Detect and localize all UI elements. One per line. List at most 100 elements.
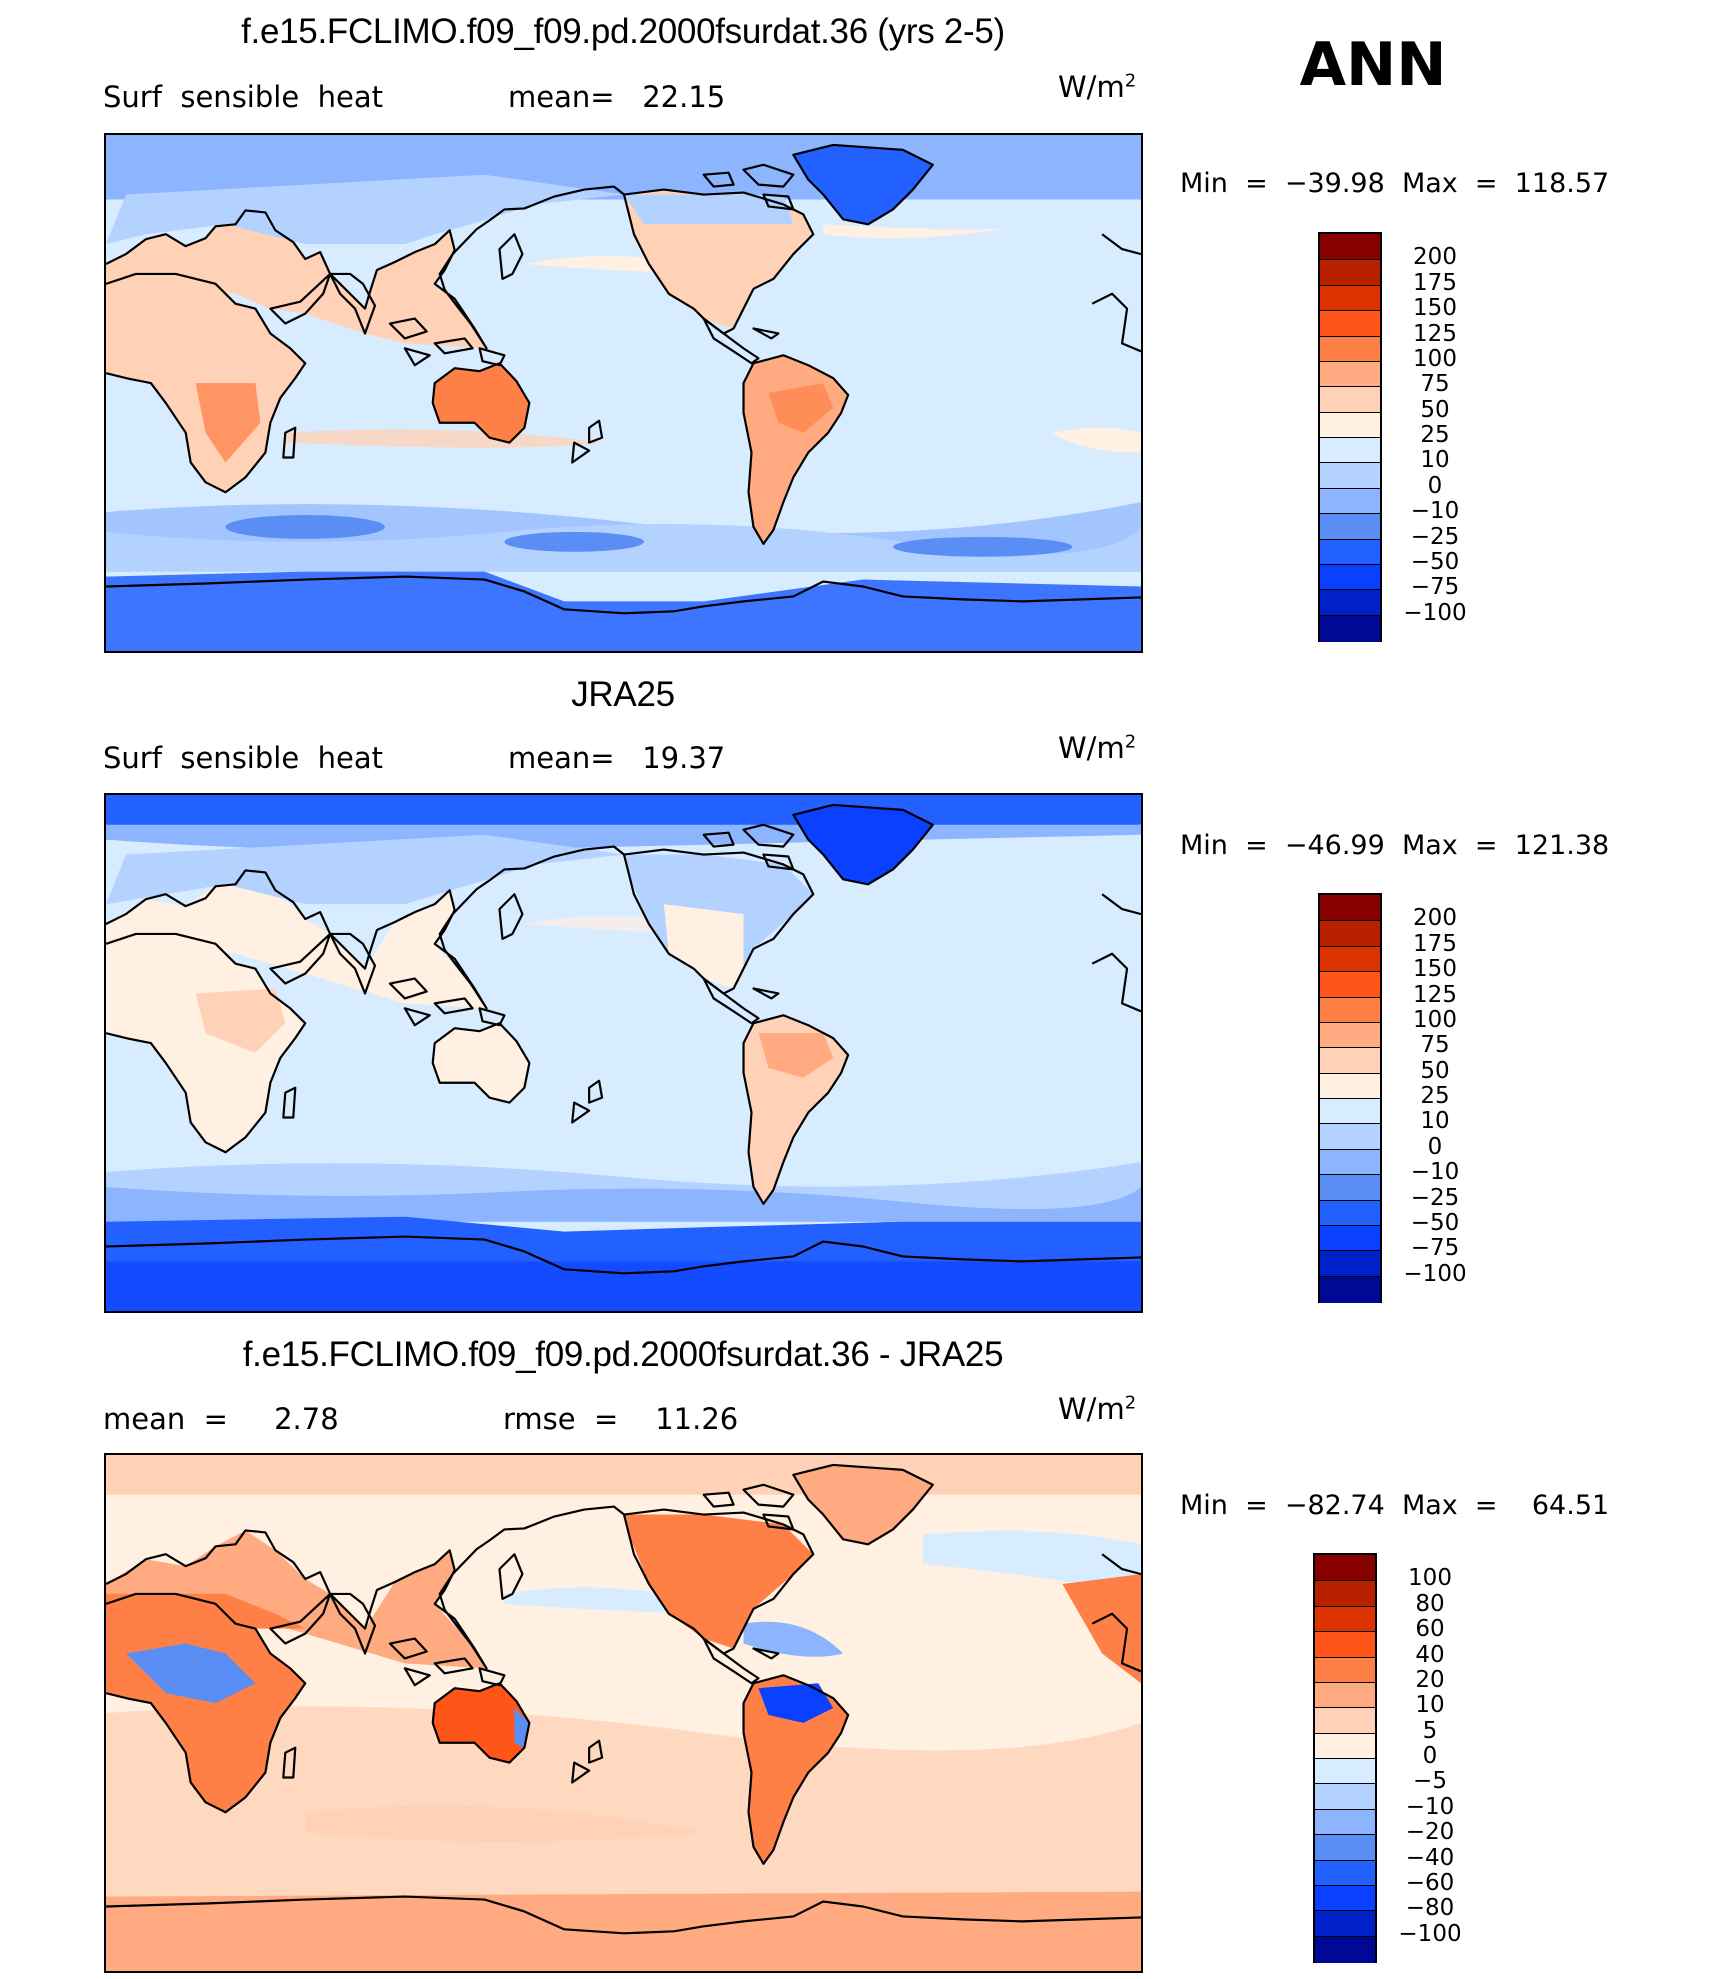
colorbar-swatch [1320, 411, 1380, 439]
colorbar [1313, 1553, 1377, 1963]
min-max-label: Min = −39.98 Max = 118.57 [1180, 168, 1610, 199]
colorbar-tick-label: 40 [1415, 1641, 1445, 1668]
colorbar-swatch [1315, 1910, 1375, 1938]
colorbar-swatch [1320, 1174, 1380, 1201]
colorbar-swatch [1320, 1250, 1380, 1278]
panel-title: f.e15.FCLIMO.f09_f09.pd.2000fsurdat.36 -… [242, 1335, 1004, 1374]
colorbar-swatch [1320, 920, 1380, 948]
colorbar-swatch [1315, 1681, 1375, 1709]
colorbar-swatch [1320, 386, 1380, 414]
colorbar-swatch [1320, 437, 1380, 464]
colorbar-tick-label: 75 [1420, 1032, 1450, 1059]
units-superscript: 2 [1124, 731, 1137, 753]
colorbar-swatch [1320, 563, 1380, 591]
colorbar-swatch [1320, 971, 1380, 998]
colorbar-tick-label: 0 [1427, 472, 1443, 499]
colorbar-tick-label: 25 [1420, 422, 1450, 448]
colorbar-swatch [1315, 1783, 1375, 1811]
colorbar-tick-label: 175 [1413, 269, 1457, 296]
colorbar-swatch [1315, 1859, 1375, 1887]
colorbar-tick-label: 175 [1413, 930, 1457, 957]
colorbar-swatch [1320, 1098, 1380, 1125]
colorbar-swatch [1315, 1884, 1375, 1912]
map-field [106, 135, 1141, 651]
colorbar-swatch [1315, 1631, 1375, 1658]
colorbar-swatch [1320, 945, 1380, 973]
colorbar-swatch [1320, 259, 1380, 287]
colorbar-swatch [1320, 1224, 1380, 1252]
colorbar-tick-label: 125 [1413, 981, 1457, 1008]
colorbar-tick-label: −100 [1403, 599, 1467, 626]
colorbar-swatch [1320, 614, 1380, 642]
mean-label: mean= 19.37 [508, 741, 726, 775]
variable-label: Surf sensible heat [103, 741, 383, 775]
colorbar-tick-label: 20 [1415, 1666, 1445, 1693]
colorbar-swatch [1320, 462, 1380, 490]
colorbar-swatch [1315, 1834, 1375, 1861]
map-field [106, 795, 1141, 1311]
colorbar-swatch [1320, 1199, 1380, 1227]
colorbar-swatch [1320, 538, 1380, 566]
units-text: W/m [1058, 731, 1125, 765]
colorbar-tick-label: 150 [1413, 956, 1457, 983]
colorbar-tick-label: −60 [1405, 1869, 1455, 1896]
colorbar-swatch [1320, 1148, 1380, 1176]
colorbar-tick-label: 50 [1420, 1057, 1450, 1084]
colorbar-swatch [1315, 1580, 1375, 1608]
colorbar-tick-label: −80 [1405, 1895, 1455, 1922]
colorbar-tick-label: 10 [1420, 1108, 1450, 1135]
colorbar-swatch [1320, 284, 1380, 312]
colorbar-swatch [1320, 310, 1380, 337]
colorbar-swatch [1320, 513, 1380, 540]
colorbar-tick-label: 75 [1420, 371, 1450, 398]
colorbar-tick-label: −40 [1405, 1844, 1455, 1871]
colorbar-tick-label: 200 [1413, 905, 1457, 932]
colorbar-swatch [1320, 895, 1380, 921]
colorbar-tick-label: 10 [1415, 1692, 1445, 1719]
colorbar-swatch [1320, 1275, 1380, 1303]
colorbar-swatch [1315, 1605, 1375, 1633]
colorbar-swatch [1315, 1707, 1375, 1735]
colorbar-tick-label: 80 [1415, 1590, 1445, 1617]
colorbar-swatch [1315, 1808, 1375, 1836]
min-max-label: Min = −82.74 Max = 64.51 [1180, 1490, 1610, 1521]
units-text: W/m [1058, 1392, 1125, 1426]
colorbar-tick-label: −75 [1410, 1235, 1460, 1262]
colorbar-swatch [1315, 1758, 1375, 1785]
units-superscript: 2 [1124, 70, 1137, 92]
mean-label: mean = 2.78 [103, 1402, 339, 1436]
colorbar-tick-label: −20 [1405, 1819, 1455, 1846]
units-superscript: 2 [1124, 1392, 1137, 1414]
colorbar-tick-label: −10 [1405, 1793, 1455, 1820]
colorbar-tick-label: −5 [1413, 1768, 1447, 1795]
colorbar-tick-label: −25 [1410, 523, 1460, 550]
rmse-label: rmse = 11.26 [503, 1402, 739, 1436]
colorbar-swatch [1320, 1047, 1380, 1075]
colorbar-swatch [1320, 1021, 1380, 1049]
colorbar [1318, 232, 1382, 642]
colorbar-tick-label: −100 [1403, 1260, 1467, 1287]
map-difference [104, 1453, 1143, 1973]
min-max-label: Min = −46.99 Max = 121.38 [1180, 830, 1610, 861]
map-observation [104, 793, 1143, 1313]
units-label: W/m2 [1058, 731, 1136, 765]
colorbar-tick-label: 100 [1408, 1565, 1452, 1592]
colorbar-tick-label: −10 [1410, 498, 1460, 525]
colorbar-tick-label: −10 [1410, 1159, 1460, 1186]
units-label: W/m2 [1058, 70, 1136, 104]
colorbar-swatch [1320, 589, 1380, 617]
variable-label: Surf sensible heat [103, 80, 383, 114]
colorbar-swatch [1315, 1656, 1375, 1684]
map-model [104, 133, 1143, 653]
mean-label: mean= 22.15 [508, 80, 726, 114]
colorbar-tick-label: 50 [1420, 396, 1450, 423]
units-label: W/m2 [1058, 1392, 1136, 1426]
colorbar-swatch [1320, 234, 1380, 260]
colorbar-tick-label: 0 [1427, 1133, 1443, 1160]
colorbar-tick-label: −100 [1398, 1920, 1462, 1947]
colorbar-tick-label: 125 [1413, 320, 1457, 347]
colorbar [1318, 893, 1382, 1303]
panel-title: JRA25 [571, 675, 675, 714]
colorbar-tick-label: 0 [1422, 1743, 1438, 1769]
colorbar-tick-label: −50 [1410, 548, 1460, 575]
